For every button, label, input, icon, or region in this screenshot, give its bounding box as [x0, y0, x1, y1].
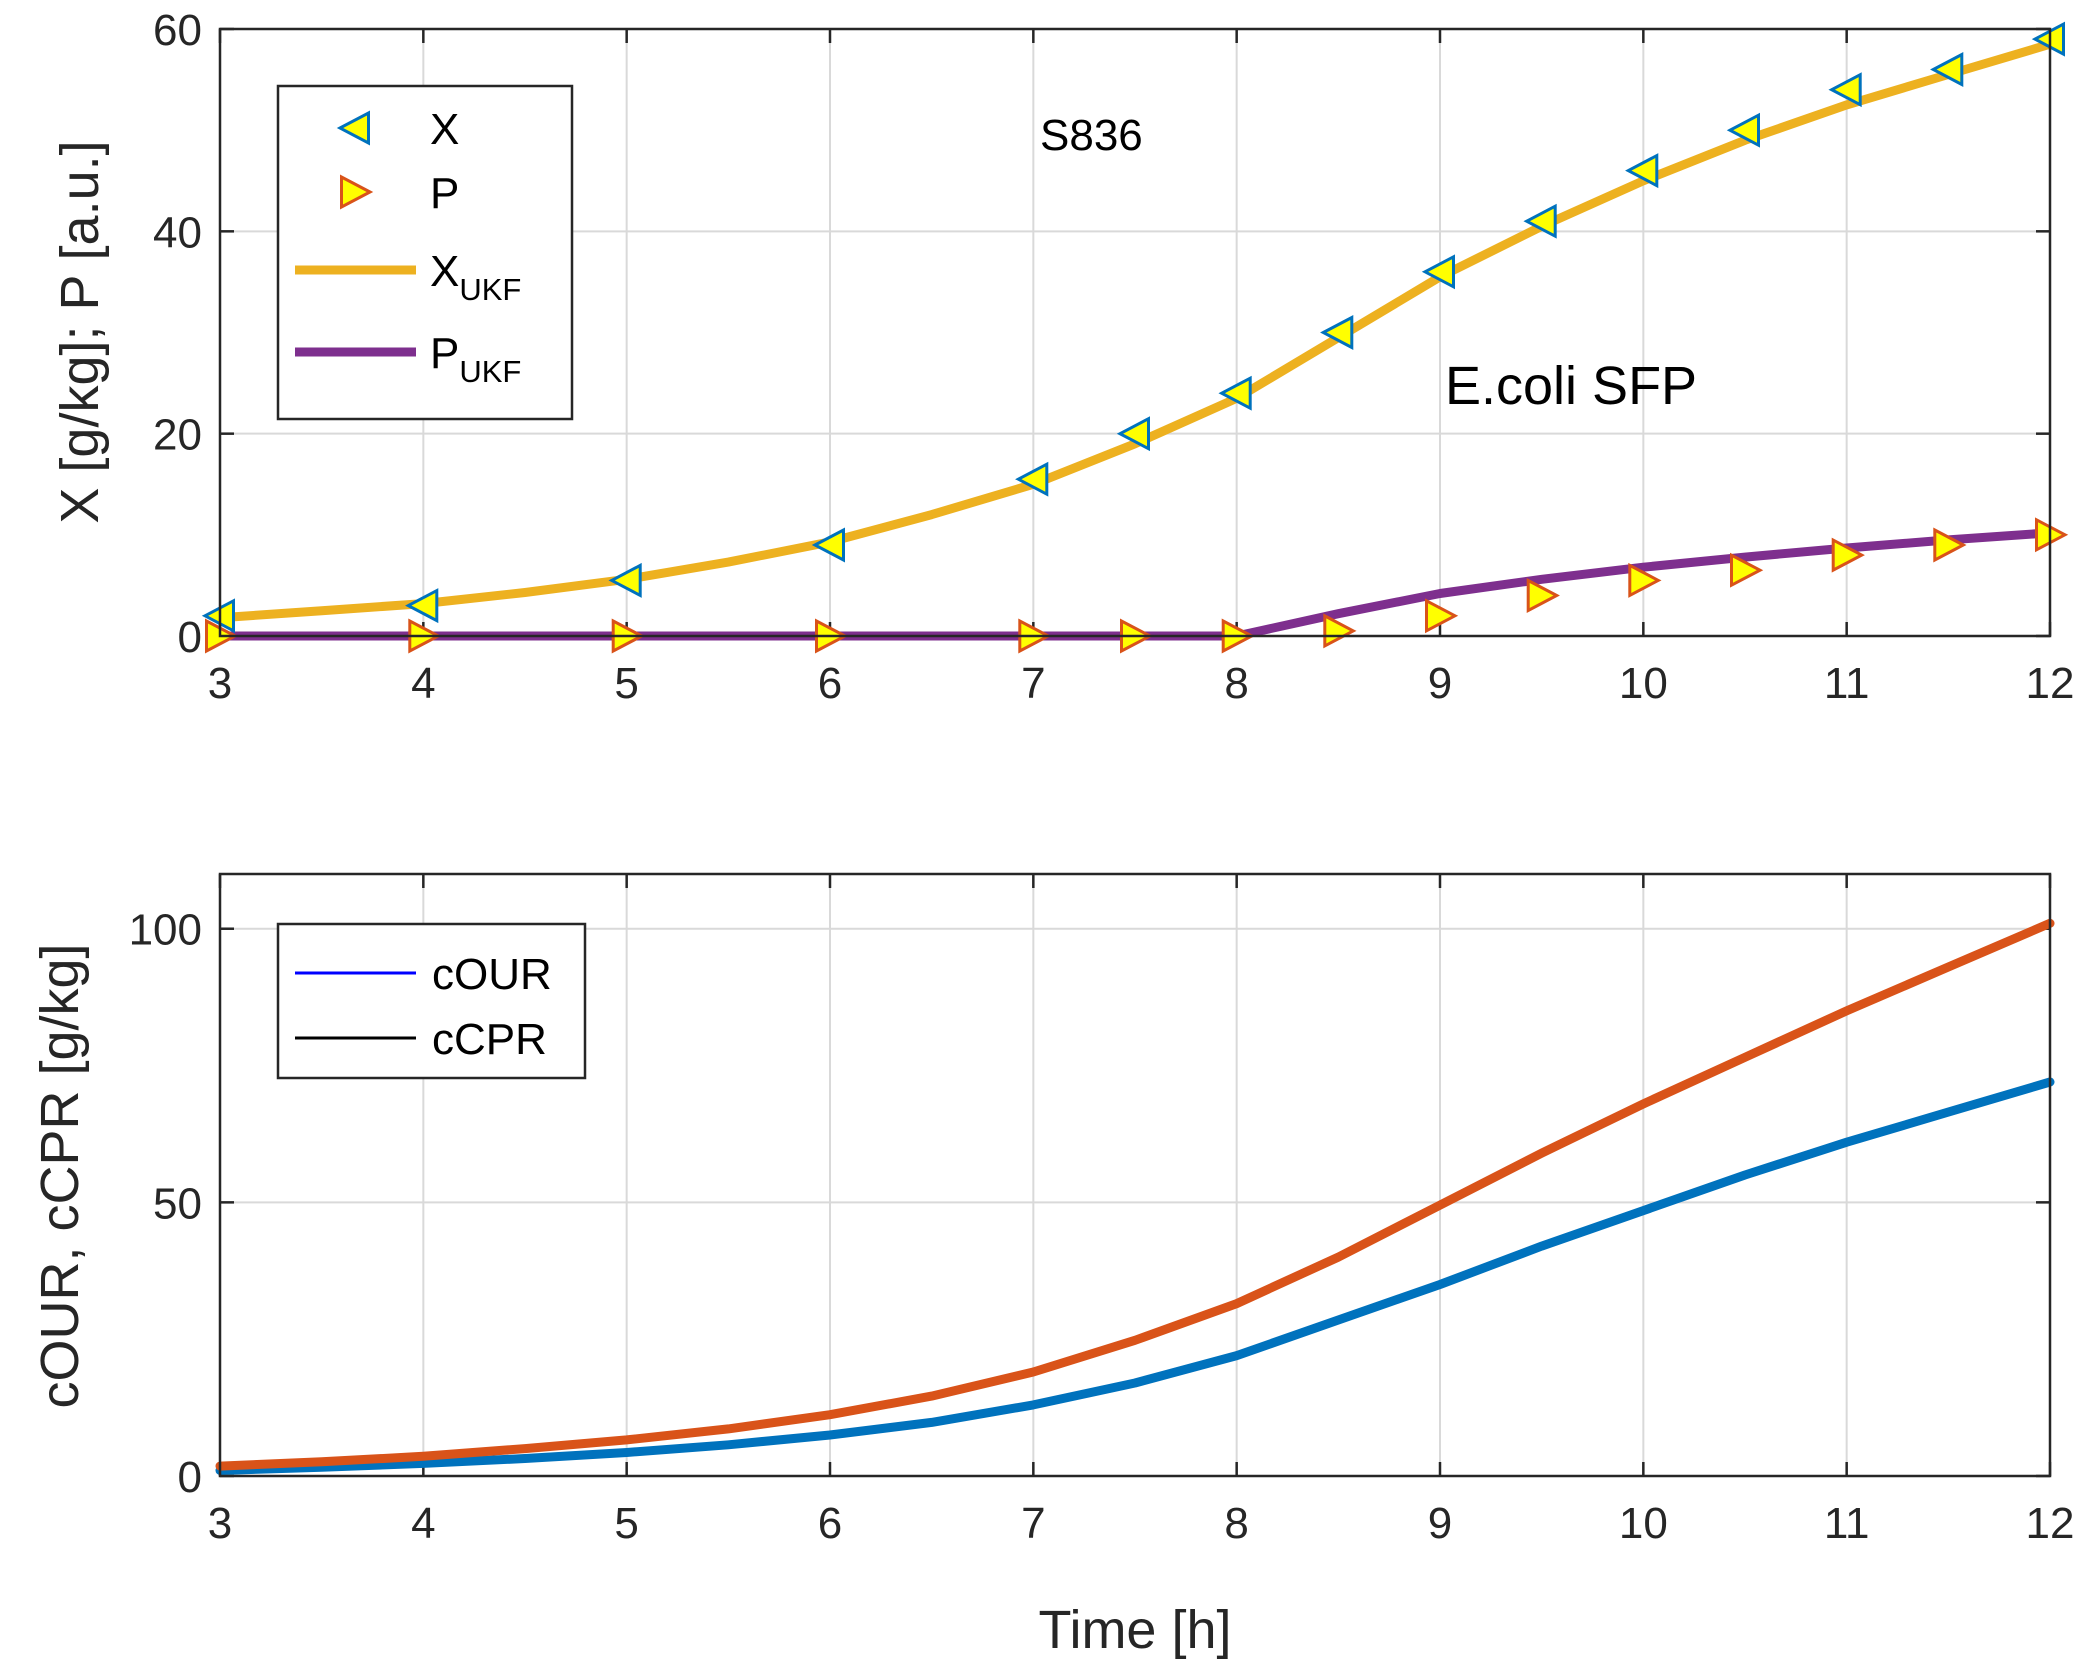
top-y-tick-label: 40 — [153, 208, 202, 257]
top-x-tick-label: 9 — [1428, 659, 1452, 708]
legend-marker-x — [336, 110, 370, 146]
legend-label-ccpr: cCPR — [432, 1015, 547, 1064]
data-point-p — [1526, 578, 1560, 613]
bottom-plot: 3 4 5 6 7 8 9 10 11 12 0 50 100 cOUR, cCPR [g/kg] Ti… — [30, 872, 2075, 1660]
legend-label-p-ukf: PUKF — [430, 329, 521, 389]
legend-subscript: UKF — [459, 272, 521, 307]
bottom-plot-y-axis-label: cOUR, cCPR [g/kg] — [30, 943, 90, 1408]
bottom-x-tick-label: 6 — [818, 1499, 842, 1548]
top-x-tick-label: 4 — [411, 659, 435, 708]
bottom-x-tick-label: 7 — [1021, 1499, 1045, 1548]
data-point-x — [1116, 416, 1150, 452]
top-plot: 3 4 5 6 7 8 9 10 11 12 0 20 40 60 S836 E.coli SFP X [… — [50, 6, 2074, 708]
bottom-plot-legend: cOUR cCPR — [276, 922, 587, 1080]
top-x-tick-label: 3 — [208, 659, 232, 708]
bottom-y-tick-label: 100 — [129, 906, 202, 955]
annotation-process: E.coli SFP — [1445, 356, 1697, 416]
data-point-p — [1425, 598, 1459, 634]
legend-label-x: X — [430, 105, 459, 154]
data-point-p — [1933, 527, 1967, 563]
bottom-x-tick-label: 5 — [614, 1499, 638, 1548]
data-point-x — [608, 562, 642, 598]
data-point-x — [1218, 375, 1252, 411]
legend-subscript: UKF — [459, 354, 521, 389]
top-x-tick-label: 5 — [614, 659, 638, 708]
top-x-tick-label: 11 — [1824, 659, 1870, 708]
bottom-x-tick-label: 3 — [208, 1499, 232, 1548]
top-y-tick-label: 0 — [178, 613, 202, 662]
data-point-x — [1726, 112, 1760, 148]
data-point-p — [1628, 562, 1662, 598]
data-point-p — [1323, 613, 1357, 649]
top-y-tick-label: 60 — [153, 6, 202, 55]
bottom-y-tick-label: 50 — [153, 1179, 202, 1228]
bottom-plot-frame — [218, 872, 2052, 1478]
data-point-x — [811, 527, 845, 563]
data-point-x — [1015, 461, 1049, 497]
bottom-plot-series — [215, 918, 2055, 1475]
top-plot-y-axis-label: X [g/kg]; P [a.u.] — [50, 140, 110, 523]
bottom-x-tick-label: 11 — [1824, 1499, 1870, 1548]
bottom-plot-ticks: 3 4 5 6 7 8 9 10 11 12 0 50 100 — [129, 874, 2075, 1548]
data-point-x — [405, 588, 439, 624]
bottom-x-tick-label: 12 — [2026, 1499, 2075, 1548]
legend-label-p: P — [430, 169, 459, 218]
data-point-x — [1320, 315, 1354, 350]
top-plot-ticks: 3 4 5 6 7 8 9 10 11 12 0 20 40 60 — [153, 6, 2074, 708]
bottom-y-tick-label: 0 — [178, 1453, 202, 1502]
bottom-x-tick-label: 10 — [1619, 1499, 1668, 1548]
data-point-x — [1625, 153, 1659, 189]
top-legend-box — [276, 84, 574, 421]
data-point-p — [1831, 537, 1865, 573]
top-x-tick-label: 8 — [1224, 659, 1248, 708]
data-point-x — [1930, 52, 1964, 87]
data-point-x — [1421, 254, 1455, 290]
series-line-cour — [215, 1077, 2055, 1475]
data-point-x — [1828, 72, 1862, 108]
series-line-ccpr — [215, 918, 2055, 1471]
top-x-tick-label: 12 — [2026, 659, 2075, 708]
legend-marker-p — [340, 174, 374, 210]
data-point-p — [1730, 552, 1764, 588]
series-line-x-ukf — [215, 39, 2055, 623]
bottom-x-tick-label: 8 — [1224, 1499, 1248, 1548]
top-x-tick-label: 10 — [1619, 659, 1668, 708]
top-y-tick-label: 20 — [153, 411, 202, 460]
top-plot-frame — [218, 27, 2052, 638]
top-x-tick-label: 6 — [818, 659, 842, 708]
data-point-x — [1523, 203, 1557, 239]
legend-label-cour: cOUR — [432, 950, 552, 999]
bottom-x-tick-label: 9 — [1428, 1499, 1452, 1548]
bottom-x-tick-label: 4 — [411, 1499, 435, 1548]
bottom-plot-x-axis-label: Time [h] — [1038, 1600, 1231, 1660]
bottom-legend-box — [276, 922, 587, 1080]
top-x-tick-label: 7 — [1021, 659, 1045, 708]
annotation-sample-id: S836 — [1040, 111, 1143, 160]
